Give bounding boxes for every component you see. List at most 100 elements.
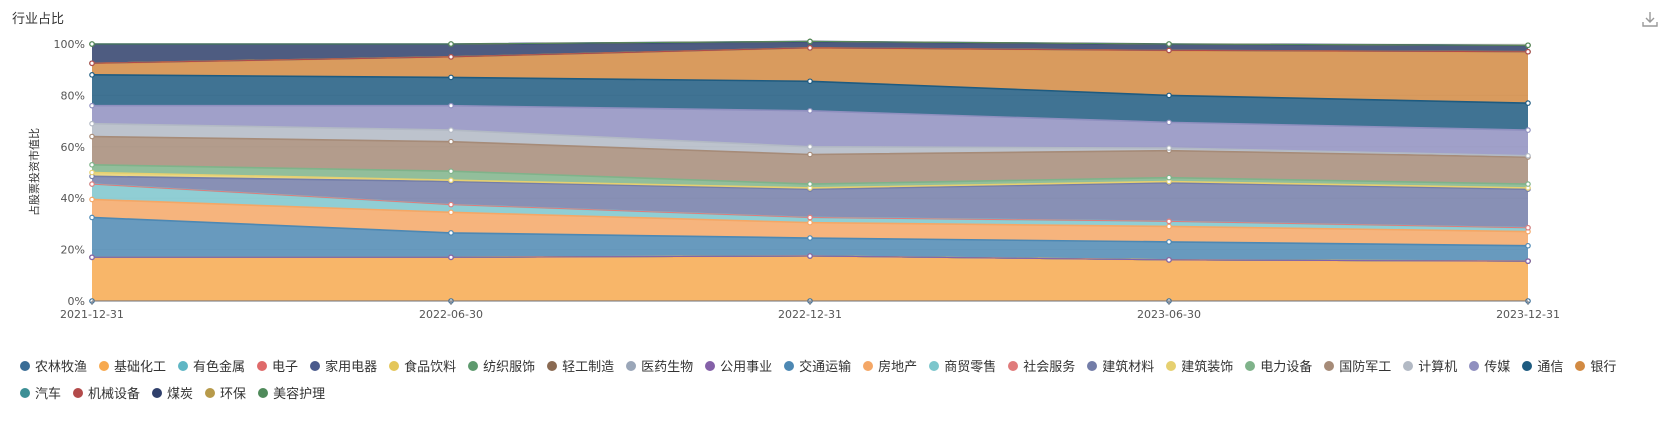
- point-美容护理[interactable]: [807, 38, 813, 45]
- point-公用事业[interactable]: [1166, 257, 1172, 263]
- legend-item[interactable]: 房地产: [863, 356, 917, 375]
- legend-item[interactable]: 医药生物: [626, 356, 693, 375]
- point-通信[interactable]: [89, 72, 95, 78]
- legend-label: 环保: [220, 387, 247, 402]
- point-社会服务[interactable]: [1166, 218, 1172, 225]
- point-社会服务[interactable]: [807, 214, 813, 221]
- point-电力设备[interactable]: [807, 181, 813, 187]
- area-银行: [92, 47, 1528, 104]
- point-计算机[interactable]: [448, 127, 454, 133]
- legend-item[interactable]: 美容护理: [258, 383, 325, 402]
- point-社会服务[interactable]: [1525, 224, 1531, 231]
- legend-item[interactable]: 电子: [257, 356, 298, 375]
- area-通信: [92, 74, 1528, 131]
- point-机械设备[interactable]: [1525, 48, 1531, 55]
- legend-item[interactable]: 通信: [1522, 356, 1563, 375]
- legend-item[interactable]: 食品饮料: [389, 356, 456, 375]
- point-社会服务[interactable]: [89, 181, 95, 187]
- point-通信[interactable]: [807, 78, 813, 85]
- point-公用事业[interactable]: [448, 254, 454, 261]
- point-美容护理[interactable]: [89, 41, 95, 47]
- point-计算机[interactable]: [1166, 145, 1172, 151]
- point-交通运输[interactable]: [448, 230, 454, 236]
- point-房地产[interactable]: [1166, 223, 1172, 230]
- point-传媒[interactable]: [448, 102, 454, 109]
- legend-item[interactable]: 机械设备: [73, 383, 140, 402]
- y-tick-label: 40%: [61, 192, 85, 205]
- point-房地产[interactable]: [448, 209, 454, 216]
- point-建筑装饰[interactable]: [89, 169, 95, 176]
- legend-item[interactable]: 有色金属: [178, 356, 245, 375]
- point-计算机[interactable]: [807, 144, 813, 150]
- x-tick-label: 2023-12-31: [1496, 308, 1560, 321]
- legend-swatch: [205, 387, 216, 398]
- area-国防军工: [92, 136, 1528, 185]
- area-建筑材料: [92, 176, 1528, 228]
- point-计算机[interactable]: [89, 120, 95, 127]
- point-计算机[interactable]: [1525, 152, 1531, 159]
- point-电力设备[interactable]: [448, 168, 454, 175]
- point-机械设备[interactable]: [1166, 47, 1172, 54]
- legend-item[interactable]: 传媒: [1469, 356, 1510, 375]
- point-房地产[interactable]: [807, 219, 813, 226]
- legend-item[interactable]: 农林牧渔: [20, 356, 87, 375]
- chart-title: 行业占比: [12, 12, 65, 27]
- point-电力设备[interactable]: [1166, 174, 1172, 181]
- legend-item[interactable]: 银行: [1575, 356, 1616, 375]
- point-电力设备[interactable]: [1525, 181, 1531, 187]
- point-交通运输[interactable]: [89, 214, 95, 221]
- x-tick-label: 2022-06-30: [419, 308, 483, 321]
- legend-item[interactable]: 电力设备: [1245, 356, 1312, 375]
- y-tick-label: 20%: [61, 244, 85, 257]
- point-通信[interactable]: [1166, 92, 1172, 99]
- legend-item[interactable]: 汽车: [20, 383, 61, 402]
- legend-item[interactable]: 环保: [205, 383, 246, 402]
- point-机械设备[interactable]: [807, 45, 813, 51]
- point-国防军工[interactable]: [807, 151, 813, 158]
- point-公用事业[interactable]: [807, 253, 813, 259]
- point-交通运输[interactable]: [1525, 242, 1531, 249]
- legend-item[interactable]: 国防军工: [1324, 356, 1391, 375]
- point-房地产[interactable]: [89, 196, 95, 203]
- legend-label: 建筑材料: [1102, 360, 1155, 375]
- point-通信[interactable]: [448, 74, 454, 81]
- legend-item[interactable]: 建筑装饰: [1166, 356, 1233, 375]
- point-公用事业[interactable]: [89, 254, 95, 261]
- legend-item[interactable]: 计算机: [1403, 356, 1457, 375]
- legend-item[interactable]: 商贸零售: [929, 356, 996, 375]
- legend-item[interactable]: 轻工制造: [547, 356, 614, 375]
- legend-item[interactable]: 基础化工: [99, 356, 166, 375]
- point-美容护理[interactable]: [1525, 42, 1531, 49]
- point-交通运输[interactable]: [807, 235, 813, 241]
- legend-item[interactable]: 煤炭: [152, 383, 193, 402]
- point-机械设备[interactable]: [448, 54, 454, 60]
- legend-label: 有色金属: [193, 360, 246, 375]
- point-美容护理[interactable]: [1166, 41, 1172, 47]
- point-公用事业[interactable]: [1525, 258, 1531, 264]
- point-传媒[interactable]: [1525, 127, 1531, 133]
- legend-item[interactable]: 社会服务: [1008, 356, 1075, 375]
- point-社会服务[interactable]: [448, 201, 454, 208]
- legend-label: 基础化工: [114, 360, 167, 375]
- legend-item[interactable]: 家用电器: [310, 356, 377, 375]
- legend-item[interactable]: 公用事业: [705, 356, 772, 375]
- legend-swatch: [705, 360, 716, 371]
- point-国防军工[interactable]: [448, 138, 454, 145]
- legend-item[interactable]: 交通运输: [784, 356, 851, 375]
- point-交通运输[interactable]: [1166, 239, 1172, 245]
- point-传媒[interactable]: [807, 108, 813, 114]
- point-传媒[interactable]: [89, 102, 95, 109]
- point-通信[interactable]: [1525, 100, 1531, 106]
- legend-label: 计算机: [1418, 360, 1458, 375]
- point-机械设备[interactable]: [89, 60, 95, 67]
- point-国防军工[interactable]: [89, 133, 95, 140]
- legend-swatch: [20, 360, 30, 371]
- legend-item[interactable]: 纺织服饰: [468, 356, 535, 375]
- point-美容护理[interactable]: [448, 41, 454, 47]
- download-icon[interactable]: [1641, 10, 1659, 28]
- point-传媒[interactable]: [1166, 119, 1172, 126]
- legend-item[interactable]: 建筑材料: [1087, 356, 1154, 375]
- point-建筑装饰[interactable]: [448, 177, 454, 184]
- point-电力设备[interactable]: [89, 161, 95, 168]
- legend-label: 传媒: [1484, 360, 1511, 375]
